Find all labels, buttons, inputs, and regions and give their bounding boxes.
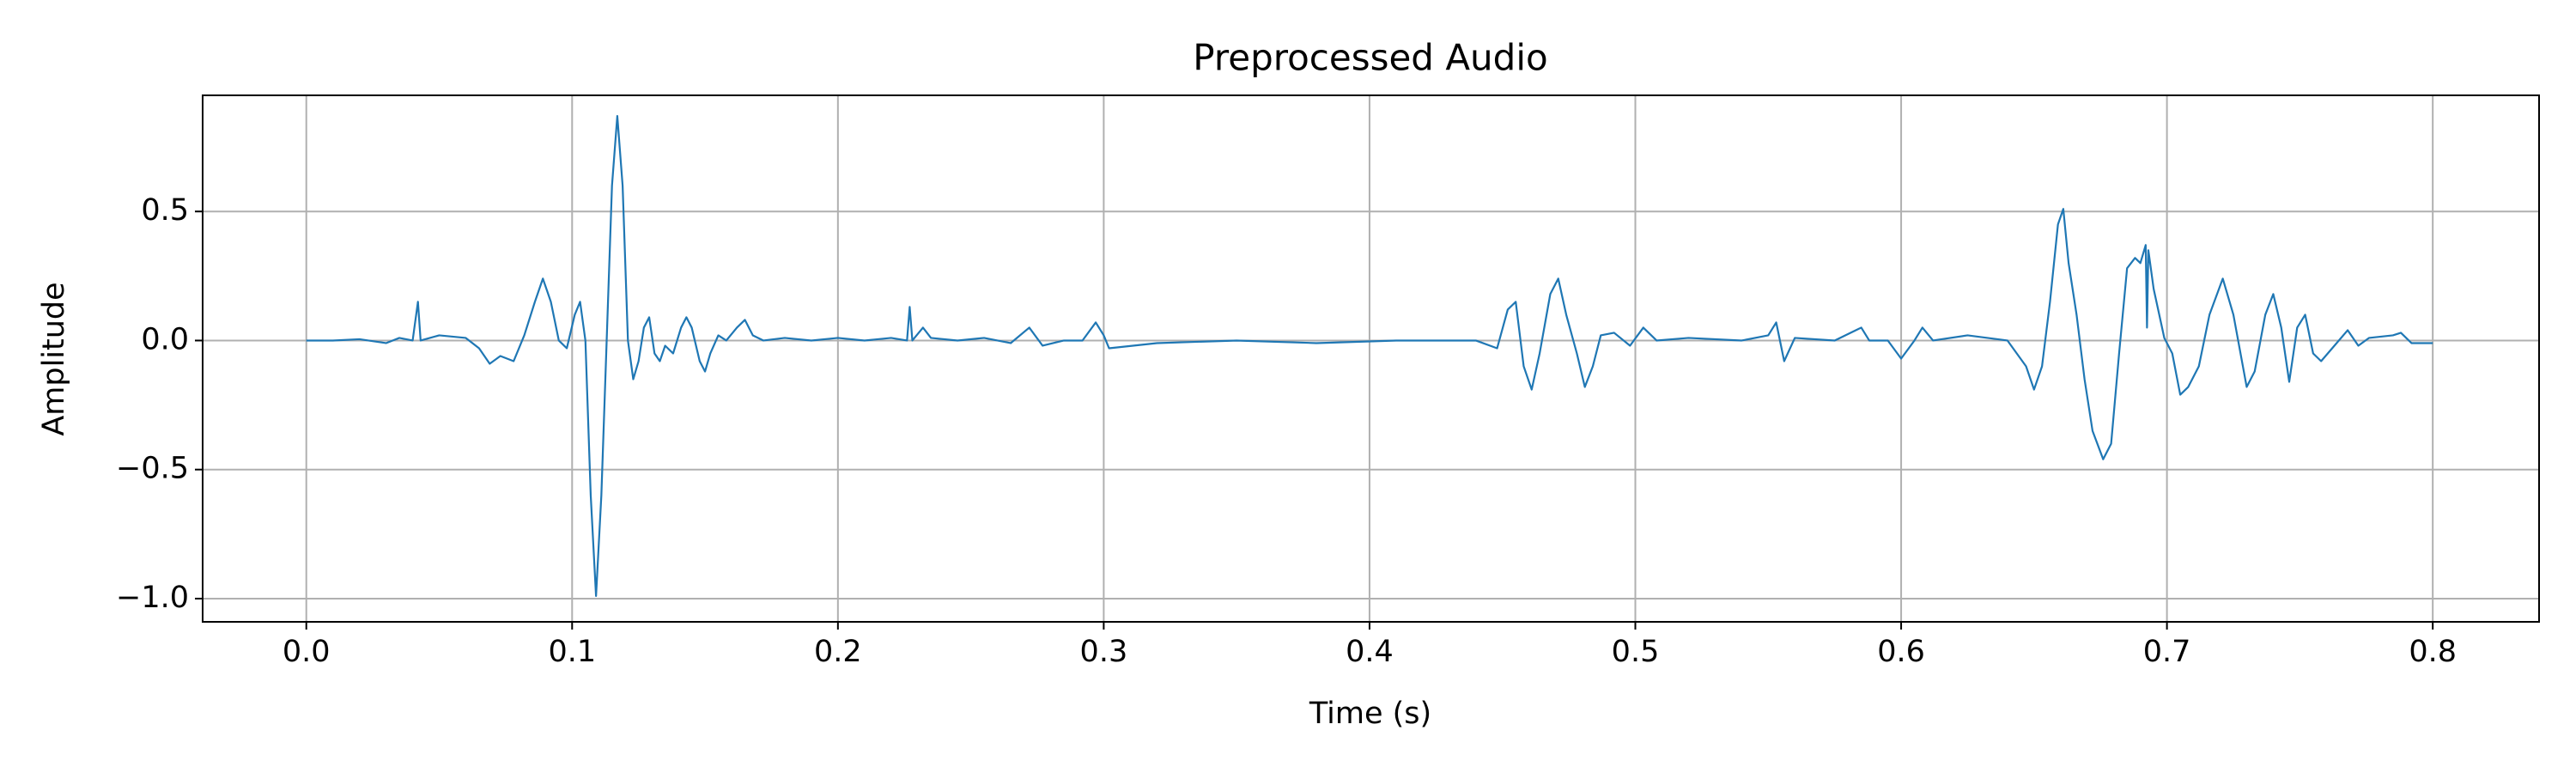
x-axis-label: Time (s) <box>1309 697 1431 731</box>
y-tick-label: 0.5 <box>141 193 189 228</box>
x-tick-label: 0.4 <box>1346 635 1394 669</box>
x-tick-label: 0.3 <box>1080 635 1128 669</box>
x-tick-label: 0.5 <box>1612 635 1660 669</box>
x-tick-label: 0.7 <box>2143 635 2191 669</box>
waveform-line <box>306 114 2433 598</box>
y-tick-label: −0.5 <box>116 452 189 486</box>
x-tick-label: 0.8 <box>2409 635 2457 669</box>
plot-frame <box>202 94 2540 623</box>
chart-title: Preprocessed Audio <box>1193 37 1547 79</box>
y-axis-label: Amplitude <box>37 282 71 435</box>
x-tick-label: 0.0 <box>283 635 331 669</box>
x-tick-label: 0.2 <box>814 635 862 669</box>
x-tick-label: 0.6 <box>1877 635 1925 669</box>
x-tick-label: 0.1 <box>548 635 596 669</box>
y-tick-label: 0.0 <box>141 322 189 356</box>
y-tick-label: −1.0 <box>116 581 189 615</box>
